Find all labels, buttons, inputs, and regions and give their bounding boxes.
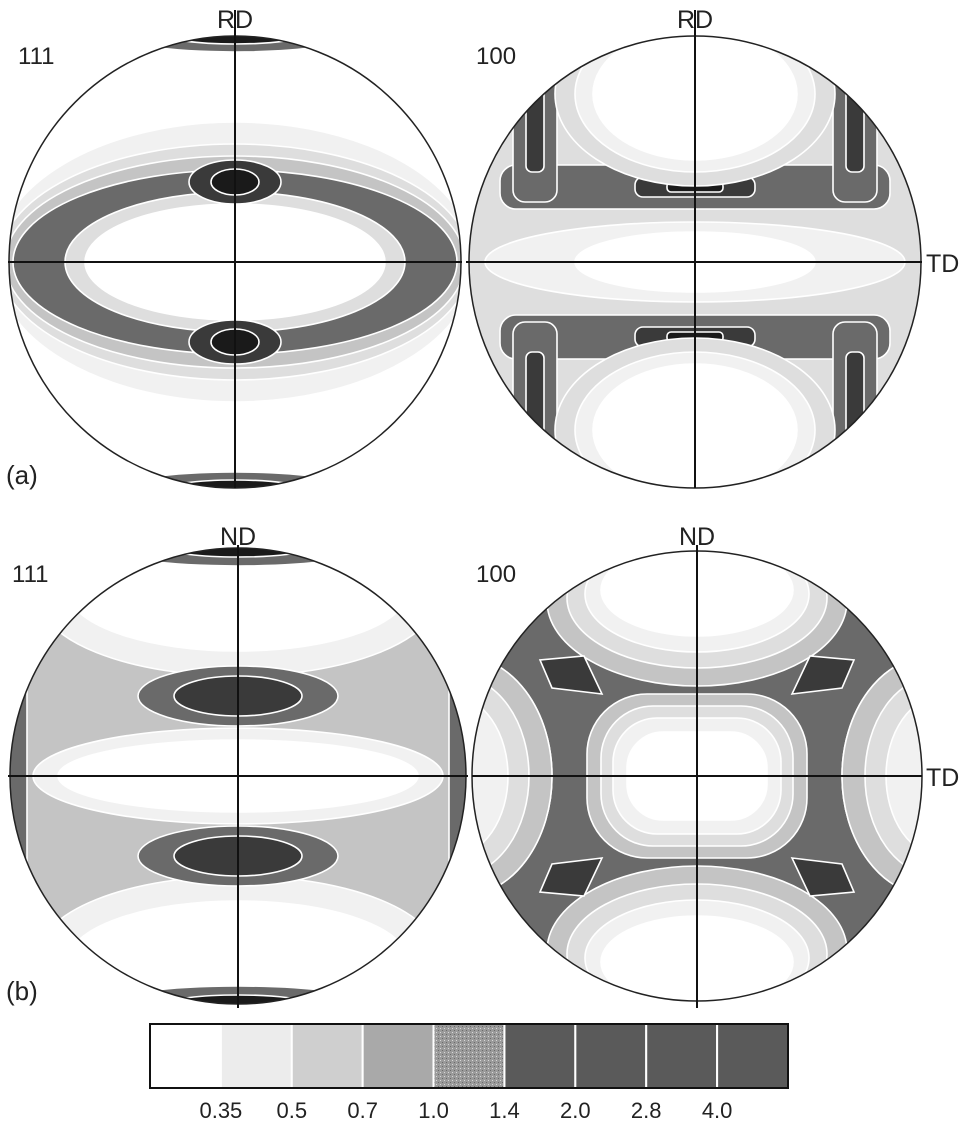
contour-region: [526, 42, 544, 172]
top-axis-label: RD: [217, 6, 253, 34]
panel-a: RD 111 RD TD 100 (a): [0, 2, 959, 522]
scale-swatch: [504, 1024, 575, 1088]
pole-figure-a-111: RD 111: [0, 6, 475, 508]
scale-swatch: [717, 1024, 788, 1088]
scale-tick-label: 2.0: [560, 1098, 591, 1123]
right-axis-label: TD: [926, 250, 959, 278]
pole-label: 100: [476, 561, 516, 588]
scale-swatch: [292, 1024, 363, 1088]
scale-swatch: [221, 1024, 292, 1088]
scale-swatch: [150, 1024, 221, 1088]
contour-region: [846, 352, 864, 482]
scale-tick-label: 1.0: [418, 1098, 449, 1123]
scale-swatch: [646, 1024, 717, 1088]
right-axis-label: TD: [926, 764, 959, 792]
top-axis-label: ND: [679, 523, 715, 551]
scale-tick-label: 0.7: [347, 1098, 378, 1123]
panel-letter: (a): [6, 460, 38, 490]
pole-figure-a-100: RD TD 100: [455, 2, 959, 522]
pole-figure-b-111: ND 111: [0, 516, 478, 1036]
pole-label: 111: [12, 561, 48, 588]
pole-label: 100: [476, 43, 516, 70]
scale-tick-label: 4.0: [702, 1098, 733, 1123]
contour-region: [526, 352, 544, 482]
scale-tick-label: 0.5: [276, 1098, 307, 1123]
top-axis-label: RD: [677, 6, 713, 34]
scale-swatch: [575, 1024, 646, 1088]
panel-letter: (b): [6, 976, 38, 1006]
pole-label: 111: [18, 43, 54, 70]
scale-tick-label: 0.35: [199, 1098, 242, 1123]
scale-tick-label: 1.4: [489, 1098, 520, 1123]
scale-swatch: [363, 1024, 434, 1088]
intensity-scale: 0.35 0.5 0.7 1.0 1.4 2.0 2.8 4.0: [150, 1024, 788, 1123]
contour-region: [846, 42, 864, 172]
top-axis-label: ND: [220, 523, 256, 551]
panel-b: ND 111 ND TD 100 (b): [0, 516, 972, 1036]
scale-swatch: [434, 1024, 505, 1088]
scale-tick-label: 2.8: [631, 1098, 662, 1123]
